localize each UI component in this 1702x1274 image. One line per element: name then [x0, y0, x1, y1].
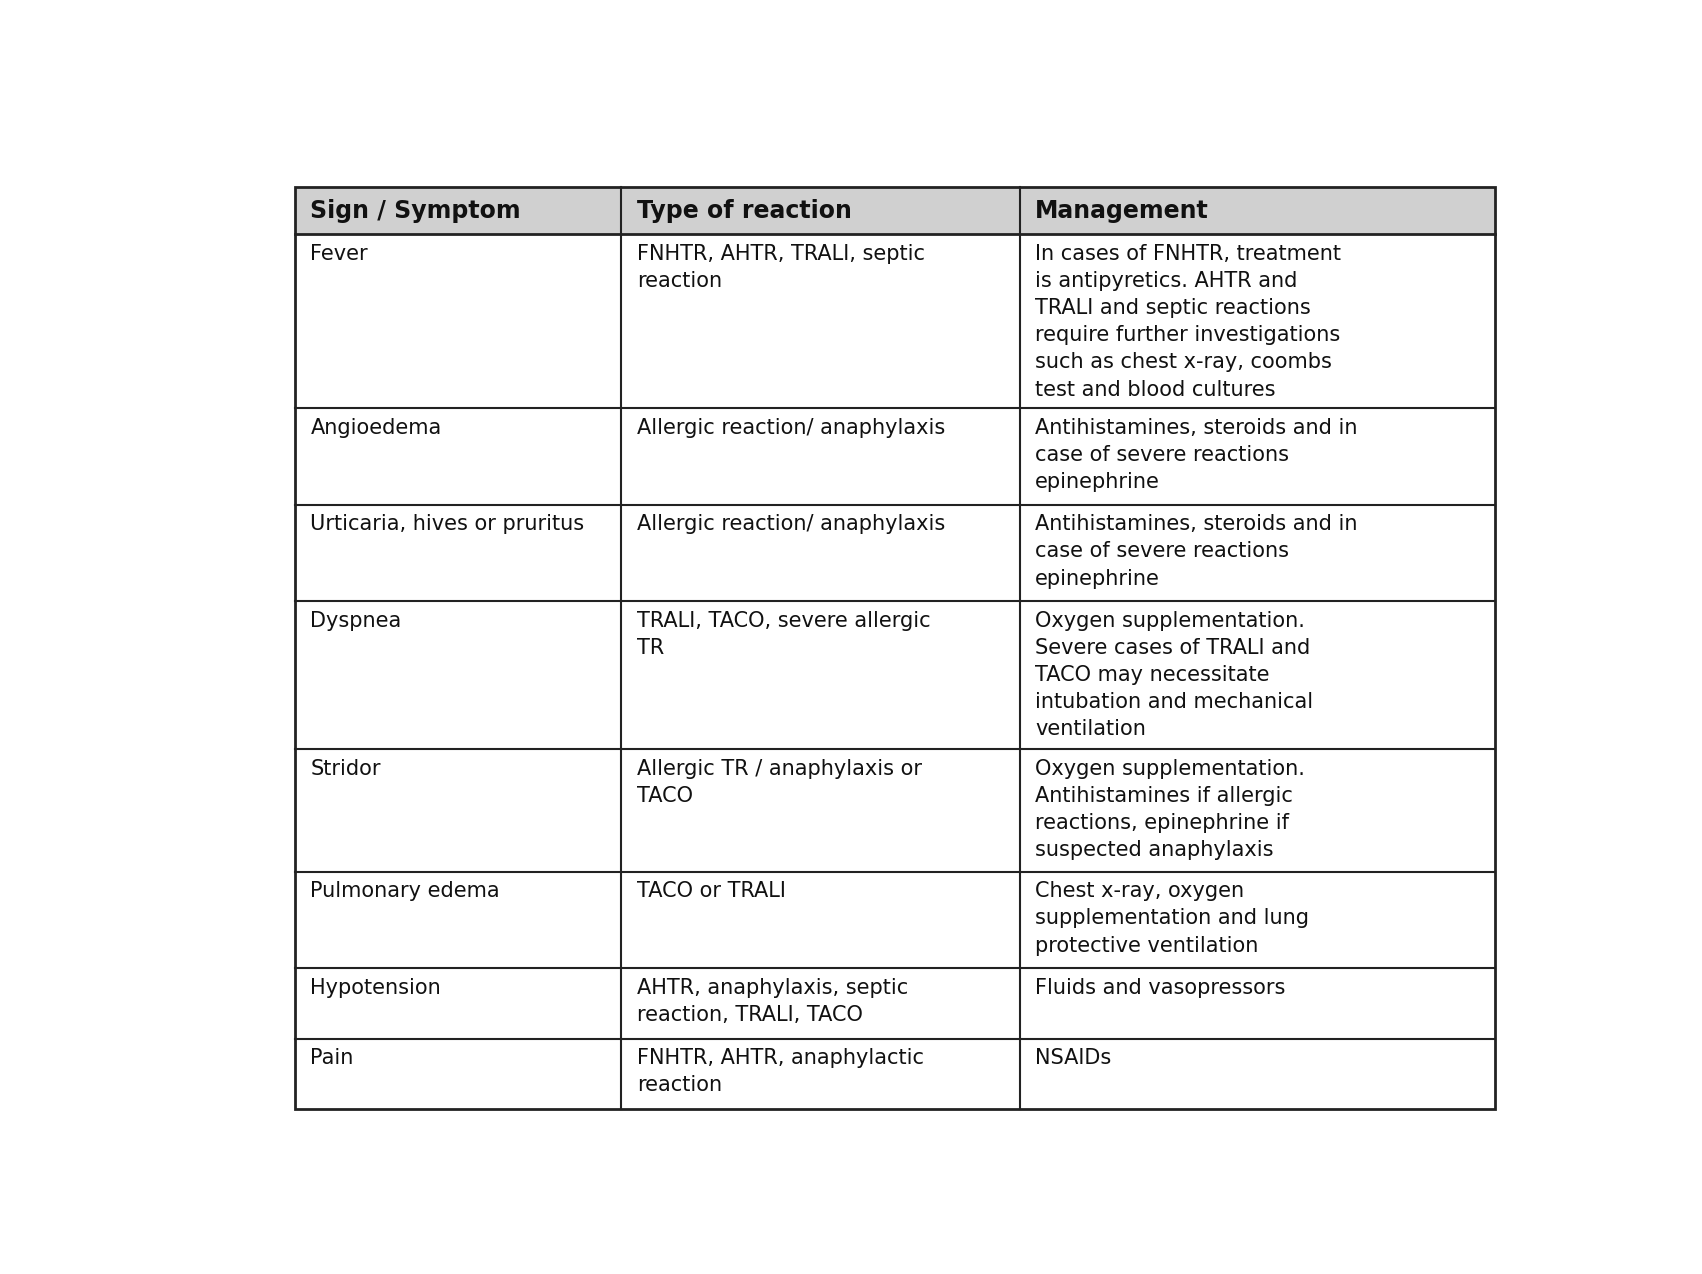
Text: Fever: Fever — [310, 243, 368, 264]
Text: Management: Management — [1035, 199, 1208, 223]
Bar — [294, 505, 1494, 601]
Text: Antihistamines, steroids and in
case of severe reactions
epinephrine: Antihistamines, steroids and in case of … — [1035, 418, 1358, 492]
Bar — [294, 601, 1494, 749]
Text: Type of reaction: Type of reaction — [637, 199, 851, 223]
Text: Pain: Pain — [310, 1049, 354, 1068]
Bar — [294, 749, 1494, 871]
Text: Chest x-ray, oxygen
supplementation and lung
protective ventilation: Chest x-ray, oxygen supplementation and … — [1035, 882, 1309, 956]
Bar — [294, 968, 1494, 1038]
Text: FNHTR, AHTR, TRALI, septic
reaction: FNHTR, AHTR, TRALI, septic reaction — [637, 243, 924, 290]
Text: TRALI, TACO, severe allergic
TR: TRALI, TACO, severe allergic TR — [637, 610, 931, 657]
Text: Oxygen supplementation.
Severe cases of TRALI and
TACO may necessitate
intubatio: Oxygen supplementation. Severe cases of … — [1035, 610, 1314, 739]
Text: Sign / Symptom: Sign / Symptom — [310, 199, 521, 223]
Text: Allergic reaction/ anaphylaxis: Allergic reaction/ anaphylaxis — [637, 418, 945, 438]
Bar — [294, 409, 1494, 505]
Text: Hypotension: Hypotension — [310, 977, 441, 998]
Bar — [294, 871, 1494, 968]
Text: NSAIDs: NSAIDs — [1035, 1049, 1111, 1068]
Text: Allergic TR / anaphylaxis or
TACO: Allergic TR / anaphylaxis or TACO — [637, 759, 922, 806]
Text: Dyspnea: Dyspnea — [310, 610, 402, 631]
Bar — [294, 1038, 1494, 1110]
Text: Fluids and vasopressors: Fluids and vasopressors — [1035, 977, 1285, 998]
Text: Urticaria, hives or pruritus: Urticaria, hives or pruritus — [310, 515, 584, 534]
Text: Pulmonary edema: Pulmonary edema — [310, 882, 500, 901]
Text: Antihistamines, steroids and in
case of severe reactions
epinephrine: Antihistamines, steroids and in case of … — [1035, 515, 1358, 589]
Text: Allergic reaction/ anaphylaxis: Allergic reaction/ anaphylaxis — [637, 515, 945, 534]
Text: Angioedema: Angioedema — [310, 418, 441, 438]
Text: TACO or TRALI: TACO or TRALI — [637, 882, 786, 901]
Bar — [294, 187, 1494, 234]
Text: FNHTR, AHTR, anaphylactic
reaction: FNHTR, AHTR, anaphylactic reaction — [637, 1049, 924, 1096]
Text: AHTR, anaphylaxis, septic
reaction, TRALI, TACO: AHTR, anaphylaxis, septic reaction, TRAL… — [637, 977, 909, 1024]
Text: Stridor: Stridor — [310, 759, 381, 778]
Text: Oxygen supplementation.
Antihistamines if allergic
reactions, epinephrine if
sus: Oxygen supplementation. Antihistamines i… — [1035, 759, 1305, 860]
Text: In cases of FNHTR, treatment
is antipyretics. AHTR and
TRALI and septic reaction: In cases of FNHTR, treatment is antipyre… — [1035, 243, 1341, 400]
Bar — [294, 234, 1494, 409]
